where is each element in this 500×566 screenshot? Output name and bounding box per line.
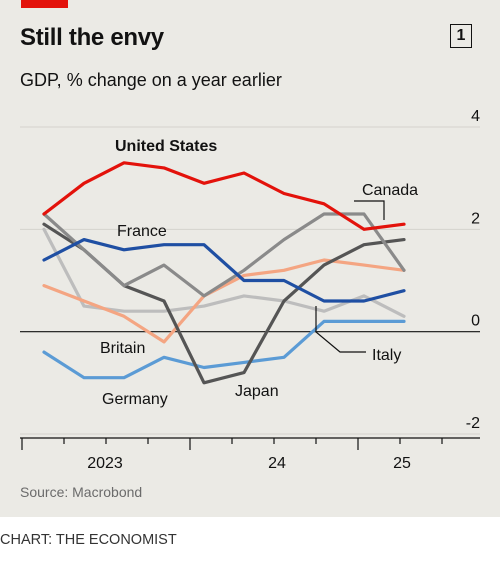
series-label: Canada — [362, 182, 418, 199]
series-label: Germany — [102, 391, 168, 408]
x-tick-label: 25 — [393, 455, 411, 472]
chart-credit: CHART: THE ECONOMIST — [0, 532, 177, 548]
series-label: Italy — [372, 347, 401, 364]
chart-subtitle: GDP, % change on a year earlier — [20, 70, 282, 90]
series-lines — [42, 161, 406, 385]
y-tick-label: -2 — [466, 415, 480, 432]
series-label: United States — [115, 138, 217, 155]
canada-leader-line — [354, 200, 385, 220]
series-label: Britain — [100, 340, 145, 357]
line-chart: 4 2 0 -2 2023 24 25 United States Canada France… — [20, 108, 480, 472]
series-line-france — [42, 238, 406, 303]
chart-title: Still the envy — [20, 24, 164, 51]
gridlines: 4 2 0 -2 — [20, 108, 480, 435]
series-line-canada — [42, 212, 406, 298]
series-line-united-states — [42, 161, 406, 231]
brand-accent-bar — [21, 0, 68, 8]
italy-leader-line — [315, 306, 366, 353]
series-labels: United States Canada France Britain Italy Ger… — [100, 138, 418, 408]
y-tick-label: 2 — [471, 210, 480, 227]
y-tick-label: 4 — [471, 108, 480, 125]
series-line-italy — [42, 222, 406, 385]
x-tick-label: 2023 — [87, 455, 123, 472]
chart-number-badge: 1 — [450, 24, 472, 48]
series-line-germany — [42, 319, 406, 380]
series-label: France — [117, 223, 167, 240]
y-tick-label: 0 — [471, 313, 480, 330]
x-axis: 2023 24 25 — [20, 437, 480, 472]
source-note: Source: Macrobond — [20, 484, 143, 500]
series-line-britain — [42, 258, 406, 344]
x-tick-label: 24 — [268, 455, 286, 472]
series-label: Japan — [235, 383, 279, 400]
chart-panel — [0, 0, 500, 517]
